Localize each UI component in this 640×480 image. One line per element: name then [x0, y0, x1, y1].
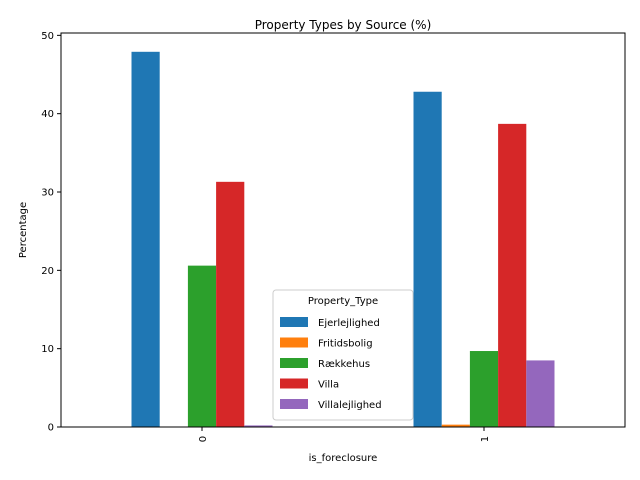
- bar-rækkehus-1: [469, 351, 499, 427]
- legend-title: Property_Type: [308, 296, 378, 307]
- y-tick-label: 20: [41, 266, 54, 277]
- y-axis: 0 10 20 30 40 50: [41, 31, 61, 434]
- legend-swatch: [280, 317, 308, 327]
- bar-villa-1: [498, 123, 527, 427]
- legend-entry-label: Villalejlighed: [318, 400, 382, 411]
- legend-swatch: [280, 399, 308, 409]
- plot-frame: [60, 32, 626, 428]
- legend-swatch: [280, 337, 308, 348]
- bar-rækkehus-0: [187, 265, 217, 427]
- x-tick-label: 1: [480, 436, 491, 442]
- legend-entry-label: Rækkehus: [318, 359, 370, 370]
- legend: Property_Type Ejerlejlighed Fritidsbolig R…: [272, 289, 414, 421]
- legend-swatch: [280, 358, 308, 368]
- x-tick-label: 0: [198, 436, 209, 442]
- y-axis-label: Percentage: [18, 202, 29, 258]
- bar-ejerlejlighed-1: [413, 91, 442, 428]
- y-tick-label: 40: [41, 109, 54, 120]
- legend-entry-label: Villa: [318, 380, 339, 391]
- y-tick-label: 0: [48, 423, 54, 434]
- y-tick-label: 30: [41, 188, 54, 199]
- x-axis-label: is_foreclosure: [309, 453, 378, 464]
- y-tick-label: 10: [41, 344, 54, 355]
- legend-entry-label: Fritidsbolig: [318, 339, 373, 350]
- legend-swatch: [280, 378, 308, 389]
- bar-ejerlejlighed-0: [131, 51, 160, 428]
- bar-villalejlighed-1: [526, 360, 555, 427]
- bar-villa-0: [216, 181, 245, 427]
- bar-villalejlighed-0: [244, 425, 273, 427]
- bars-layer: [131, 51, 555, 428]
- chart-title: Property Types by Source (%): [255, 18, 432, 32]
- legend-items: Ejerlejlighed Fritidsbolig Rækkehus Villa Vi…: [280, 317, 382, 411]
- y-tick-label: 50: [41, 31, 54, 42]
- legend-entry-label: Ejerlejlighed: [318, 318, 380, 329]
- bar-fritidsbolig-1: [441, 424, 470, 427]
